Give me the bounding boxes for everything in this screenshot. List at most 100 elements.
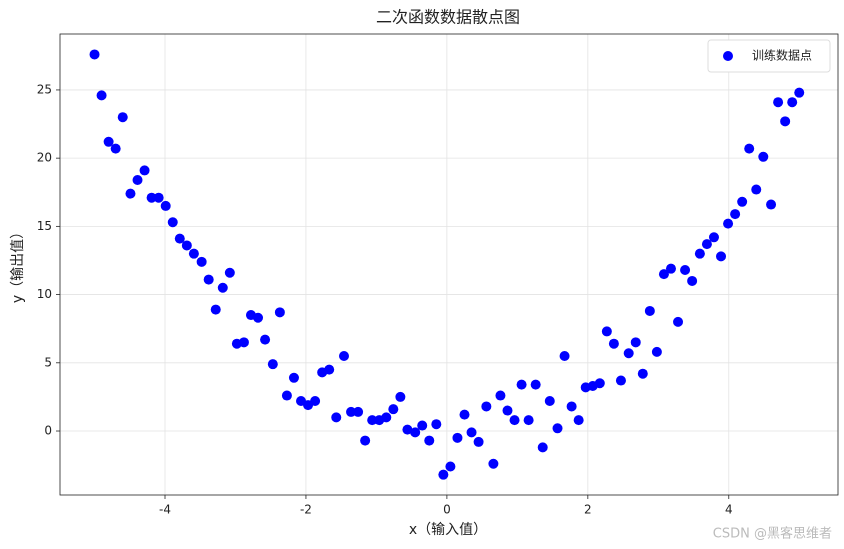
- point: [644, 305, 655, 316]
- point: [601, 326, 612, 337]
- point: [780, 116, 791, 127]
- point: [680, 265, 691, 276]
- y-tick-label: 0: [44, 424, 52, 438]
- point: [758, 151, 769, 162]
- point: [217, 282, 228, 293]
- point: [559, 350, 570, 361]
- point: [360, 435, 371, 446]
- point: [253, 312, 264, 323]
- point: [687, 275, 698, 286]
- point: [530, 379, 541, 390]
- point: [274, 307, 285, 318]
- point: [481, 401, 492, 412]
- plot-frame: [59, 33, 839, 496]
- point: [181, 240, 192, 251]
- point: [623, 348, 634, 359]
- point: [110, 143, 121, 154]
- point: [516, 379, 527, 390]
- point: [132, 174, 143, 185]
- point: [324, 364, 335, 375]
- point: [537, 442, 548, 453]
- point: [701, 239, 712, 250]
- point: [608, 338, 619, 349]
- point: [210, 304, 221, 315]
- chart-title: 二次函数数据散点图: [376, 8, 520, 27]
- y-tick-label: 25: [37, 82, 52, 96]
- point: [224, 267, 235, 278]
- point: [766, 199, 777, 210]
- point: [346, 406, 357, 417]
- point: [288, 372, 299, 383]
- point: [417, 420, 428, 431]
- point: [630, 337, 641, 348]
- point: [665, 263, 676, 274]
- point: [566, 401, 577, 412]
- point: [744, 143, 755, 154]
- point: [488, 458, 499, 469]
- y-axis-label: y（输出值）: [10, 225, 26, 303]
- point: [196, 256, 207, 267]
- point: [544, 395, 555, 406]
- point: [281, 390, 292, 401]
- point: [658, 269, 669, 280]
- legend-label: 训练数据点: [752, 48, 812, 63]
- x-tick-label: -4: [159, 503, 171, 517]
- point: [203, 274, 214, 285]
- y-tick-label: 10: [37, 287, 52, 301]
- point: [673, 316, 684, 327]
- point: [267, 359, 278, 370]
- point: [139, 165, 150, 176]
- point: [730, 209, 741, 220]
- point: [174, 233, 185, 244]
- point: [694, 248, 705, 259]
- y-tick-label: 5: [44, 355, 52, 369]
- point: [395, 391, 406, 402]
- point: [167, 217, 178, 228]
- point: [594, 378, 605, 389]
- point: [438, 469, 449, 480]
- point: [716, 251, 727, 262]
- x-tick-label: -2: [300, 503, 312, 517]
- point: [473, 436, 484, 447]
- point: [367, 415, 378, 426]
- point: [723, 218, 734, 229]
- point: [523, 415, 534, 426]
- x-tick-label: 4: [725, 503, 733, 517]
- point: [509, 415, 520, 426]
- y-tick-label: 20: [37, 151, 52, 165]
- point: [431, 419, 442, 430]
- point: [637, 368, 648, 379]
- point: [160, 200, 171, 211]
- point: [737, 196, 748, 207]
- point: [153, 192, 164, 203]
- point: [238, 337, 249, 348]
- point: [787, 97, 798, 108]
- point: [773, 97, 784, 108]
- point: [552, 423, 563, 434]
- y-tick-label: 15: [37, 219, 52, 233]
- point: [388, 404, 399, 415]
- point: [751, 184, 762, 195]
- point: [651, 346, 662, 357]
- point: [708, 232, 719, 243]
- x-tick-label: 0: [443, 503, 451, 517]
- point: [466, 427, 477, 438]
- point: [445, 461, 456, 472]
- point: [260, 334, 271, 345]
- point: [459, 409, 470, 420]
- watermark: CSDN @黑客思维者: [713, 526, 832, 542]
- legend-box: [707, 39, 831, 73]
- point: [89, 49, 100, 60]
- x-tick-label: 2: [584, 503, 592, 517]
- point: [103, 136, 114, 147]
- point: [310, 395, 321, 406]
- point: [331, 412, 342, 423]
- point: [146, 192, 157, 203]
- point: [381, 412, 392, 423]
- point: [794, 87, 805, 98]
- point: [353, 406, 364, 417]
- point: [452, 432, 463, 443]
- point: [495, 390, 506, 401]
- point: [188, 248, 199, 259]
- point: [424, 435, 435, 446]
